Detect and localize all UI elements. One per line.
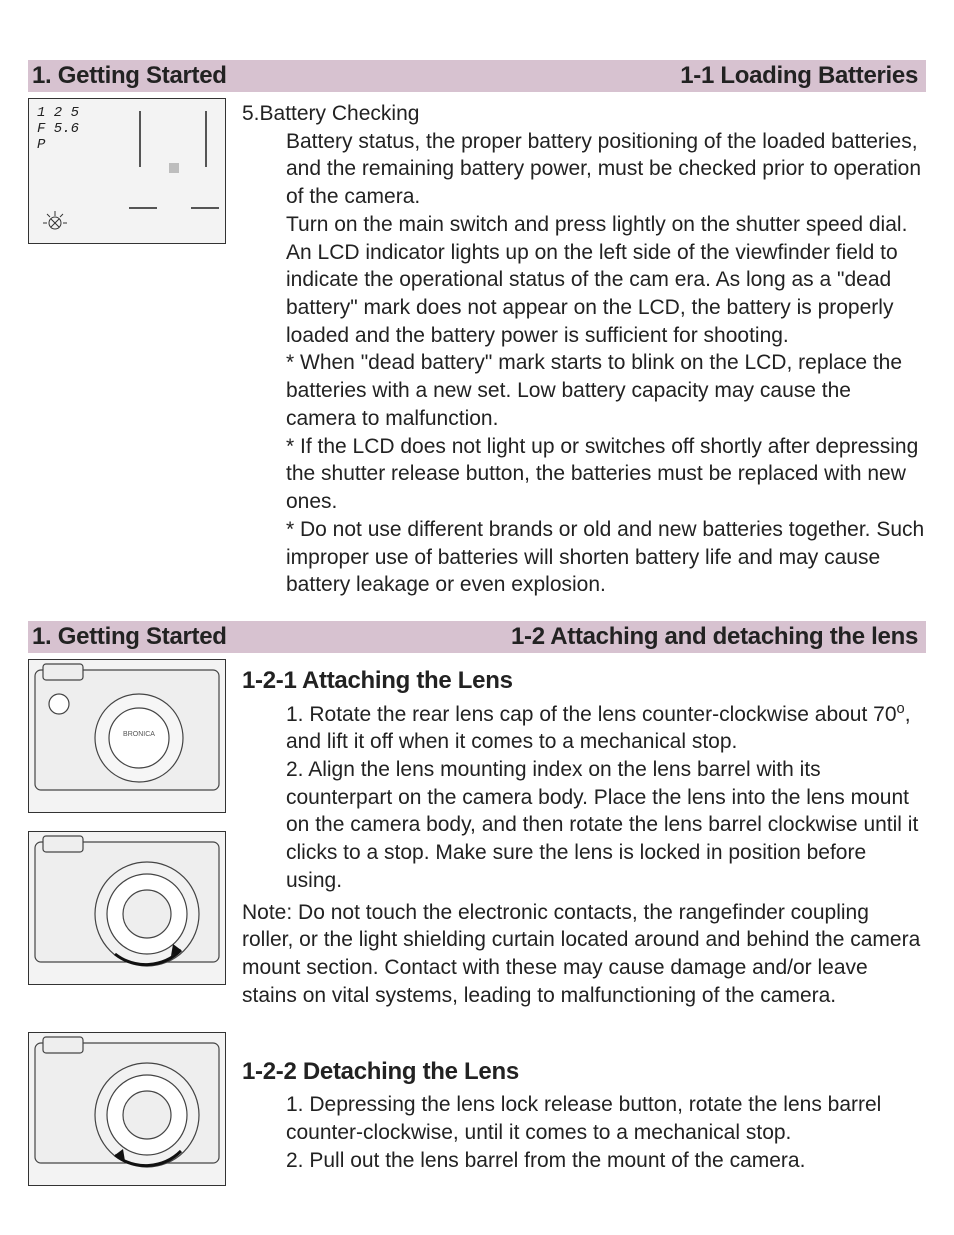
section-1-text: 5.Battery Checking Battery status, the p…: [242, 98, 926, 599]
manual-page: 1. Getting Started 1-1 Loading Batteries…: [0, 0, 954, 1226]
detaching-lens-body: 1. Depressing the lens lock release butt…: [242, 1091, 926, 1174]
battery-checking-body: Battery status, the proper battery posit…: [242, 128, 926, 599]
attaching-lens-heading: 1-2-1 Attaching the Lens: [242, 665, 926, 697]
attaching-lens-body: 1. Rotate the rear lens cap of the lens …: [242, 701, 926, 895]
camera-detach-lens-figure: [28, 1032, 226, 1186]
para-4: * If the LCD does not light up or switch…: [286, 433, 926, 516]
lcd-readouts: 1 2 5 F 5.6 P: [37, 105, 79, 153]
attach-step-1a: 1. Rotate the rear lens cap of the lens …: [286, 703, 897, 726]
section-2a-text: 1-2-1 Attaching the Lens 1. Rotate the r…: [242, 659, 926, 1010]
attach-step-2: 2. Align the lens mounting index on the …: [286, 756, 926, 895]
section-1-row: 1 2 5 F 5.6 P: [28, 98, 926, 599]
lcd-line-3: P: [37, 137, 45, 153]
attach-step-1: 1. Rotate the rear lens cap of the lens …: [286, 701, 926, 756]
detach-step-1: 1. Depressing the lens lock release butt…: [286, 1091, 926, 1146]
para-5: * Do not use different brands or old and…: [286, 516, 926, 599]
camera-rear-cap-figure: BRONICA: [28, 659, 226, 813]
section-bar-left: 1. Getting Started: [32, 623, 227, 651]
section-2b-text: 1-2-2 Detaching the Lens 1. Depressing t…: [242, 1032, 926, 1175]
lcd-line-1: 1 2 5: [37, 105, 79, 121]
figure-column-1: 1 2 5 F 5.6 P: [28, 98, 228, 244]
section-bar-right: 1-2 Attaching and detaching the lens: [511, 623, 918, 651]
horizon-mark-left-icon: [129, 207, 157, 209]
camera-attach-lens-figure: [28, 831, 226, 985]
focus-bracket-left-icon: [139, 111, 141, 167]
degree-symbol: o: [897, 701, 905, 717]
figure-column-2: BRONICA: [28, 659, 228, 985]
lcd-line-2: F 5.6: [37, 121, 79, 137]
section-bar-left: 1. Getting Started: [32, 62, 227, 90]
svg-text:BRONICA: BRONICA: [123, 731, 155, 738]
figure-column-3: [28, 1032, 228, 1186]
section-bar-attaching-lens: 1. Getting Started 1-2 Attaching and det…: [28, 621, 926, 653]
section-bar-right: 1-1 Loading Batteries: [680, 62, 918, 90]
para-3: * When "dead battery" mark starts to bli…: [286, 349, 926, 432]
focus-point-icon: [169, 163, 179, 173]
section-2-row-a: BRONICA: [28, 659, 926, 1010]
para-2: Turn on the main switch and press lightl…: [286, 211, 926, 350]
horizon-mark-right-icon: [191, 207, 219, 209]
dead-battery-icon: [37, 208, 73, 237]
section-2-row-b: 1-2-2 Detaching the Lens 1. Depressing t…: [28, 1032, 926, 1186]
battery-checking-heading: 5.Battery Checking: [242, 100, 926, 128]
detaching-lens-heading: 1-2-2 Detaching the Lens: [242, 1056, 926, 1088]
detach-step-2: 2. Pull out the lens barrel from the mou…: [286, 1147, 926, 1175]
lcd-viewfinder-figure: 1 2 5 F 5.6 P: [28, 98, 226, 244]
focus-bracket-right-icon: [205, 111, 207, 167]
section-bar-loading-batteries: 1. Getting Started 1-1 Loading Batteries: [28, 60, 926, 92]
para-1: Battery status, the proper battery posit…: [286, 128, 926, 211]
attach-note: Note: Do not touch the electronic contac…: [242, 899, 926, 1010]
